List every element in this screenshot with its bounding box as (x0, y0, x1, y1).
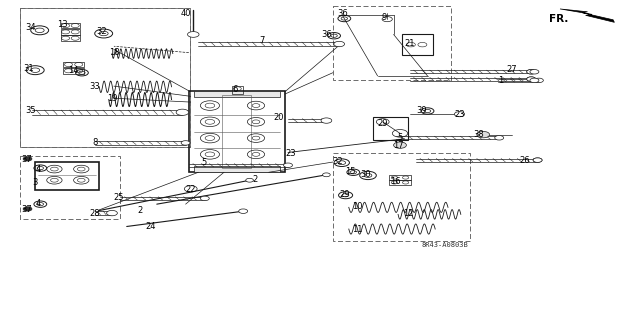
Text: 21: 21 (404, 39, 415, 48)
Bar (402, 34, 433, 55)
Text: 23: 23 (454, 110, 465, 119)
Polygon shape (560, 9, 614, 22)
Text: 10: 10 (352, 202, 362, 211)
Text: 33: 33 (90, 82, 100, 91)
Circle shape (188, 32, 199, 37)
Text: 36: 36 (321, 30, 332, 39)
Circle shape (23, 207, 32, 211)
Text: 24: 24 (145, 222, 156, 231)
Bar (333, 153, 470, 241)
Circle shape (527, 70, 536, 74)
Bar (63, 62, 84, 67)
Text: 6: 6 (233, 85, 238, 94)
Circle shape (200, 196, 209, 201)
Bar (61, 29, 80, 35)
Bar (61, 23, 80, 28)
Bar (20, 156, 120, 219)
Text: 8: 8 (92, 138, 97, 147)
Circle shape (181, 141, 190, 145)
Circle shape (454, 112, 465, 117)
Text: 36: 36 (337, 9, 348, 18)
Bar (189, 91, 285, 172)
Text: 19: 19 (107, 94, 117, 103)
Text: 1: 1 (498, 76, 503, 85)
Circle shape (477, 131, 490, 138)
Circle shape (530, 70, 539, 74)
Text: 40: 40 (180, 9, 191, 18)
Text: 35: 35 (26, 106, 36, 115)
Circle shape (334, 41, 344, 47)
Bar (333, 6, 451, 80)
Text: 32: 32 (96, 27, 106, 36)
Bar (389, 180, 412, 185)
Text: 32: 32 (333, 157, 343, 166)
Text: 37: 37 (22, 155, 32, 164)
Bar (232, 86, 243, 94)
Circle shape (284, 163, 292, 167)
Text: 28: 28 (90, 209, 100, 218)
Text: 25: 25 (113, 193, 124, 202)
Text: 4: 4 (36, 199, 41, 208)
Bar (63, 68, 84, 74)
Circle shape (239, 209, 248, 213)
Text: 13: 13 (58, 20, 68, 29)
Bar (223, 95, 251, 168)
Text: 20: 20 (273, 113, 284, 122)
Text: 17: 17 (393, 141, 403, 150)
Circle shape (176, 109, 189, 115)
Text: 3: 3 (33, 178, 38, 187)
Circle shape (107, 211, 117, 216)
Bar (20, 8, 190, 147)
Circle shape (527, 77, 536, 81)
Text: 12: 12 (403, 209, 413, 218)
Text: 7: 7 (260, 36, 265, 45)
Text: 4: 4 (36, 165, 41, 174)
Text: 18: 18 (109, 48, 119, 57)
Text: 29: 29 (378, 119, 388, 128)
Circle shape (533, 158, 542, 162)
Text: 38: 38 (474, 130, 484, 139)
Text: 11: 11 (352, 225, 362, 234)
Bar (20, 8, 190, 147)
Text: 26: 26 (520, 156, 530, 165)
Circle shape (527, 77, 536, 81)
Circle shape (23, 157, 32, 161)
Bar (61, 35, 80, 41)
Bar (373, 117, 408, 140)
Bar (35, 162, 99, 190)
Circle shape (321, 118, 332, 123)
Bar (193, 91, 280, 97)
Text: 2: 2 (252, 175, 257, 184)
Circle shape (323, 173, 330, 177)
Circle shape (495, 136, 504, 140)
Text: 39: 39 (416, 106, 426, 115)
Text: 2: 2 (137, 206, 142, 215)
Text: 14: 14 (68, 66, 79, 75)
Text: 16: 16 (390, 177, 401, 186)
Circle shape (394, 142, 406, 148)
Circle shape (246, 178, 253, 182)
Text: 37: 37 (22, 205, 32, 214)
Circle shape (534, 78, 543, 83)
Circle shape (533, 158, 542, 162)
Circle shape (530, 78, 539, 83)
Text: 8R43-A0803B: 8R43-A0803B (421, 242, 468, 248)
Text: FR.: FR. (549, 13, 568, 24)
Bar (193, 166, 280, 172)
Text: 23: 23 (286, 149, 296, 158)
Bar (389, 175, 412, 180)
Text: 31: 31 (23, 64, 33, 73)
Text: 30: 30 (361, 170, 371, 179)
Circle shape (527, 70, 536, 74)
Text: 5: 5 (201, 158, 206, 167)
Text: 27: 27 (507, 65, 517, 74)
Text: 15: 15 (346, 167, 356, 176)
Text: 9: 9 (381, 13, 387, 22)
Text: 34: 34 (26, 23, 36, 32)
Text: 5: 5 (397, 133, 403, 142)
Text: 29: 29 (339, 190, 349, 199)
Text: 22: 22 (186, 185, 196, 194)
